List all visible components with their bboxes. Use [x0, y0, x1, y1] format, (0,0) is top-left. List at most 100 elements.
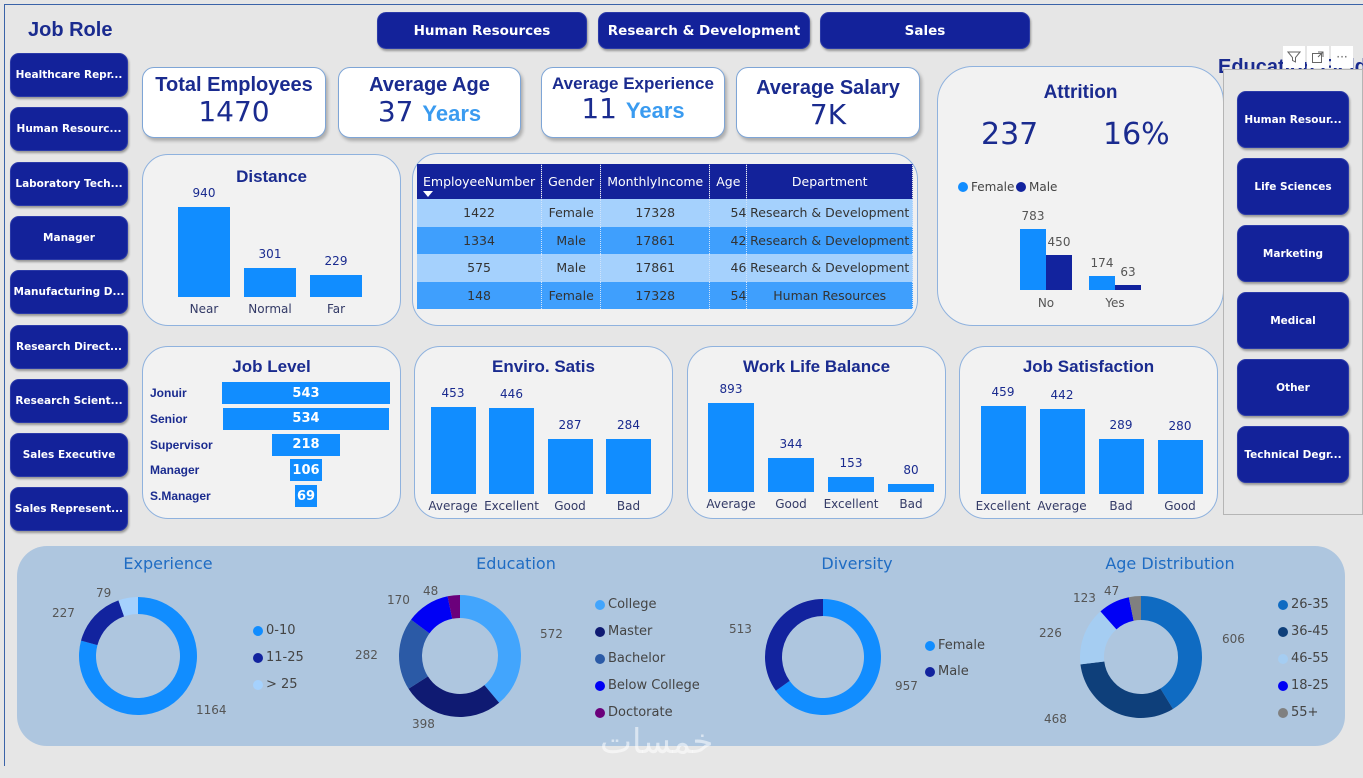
- bar-job_satisfaction[interactable]: [1157, 440, 1203, 494]
- legend-item[interactable]: 11-25: [253, 650, 304, 665]
- data-label: 284: [617, 418, 640, 433]
- education-field-button[interactable]: Marketing: [1237, 225, 1349, 282]
- bar-work_life[interactable]: [828, 476, 874, 492]
- education-field-button[interactable]: Technical Degr...: [1237, 426, 1349, 483]
- donut-slice-age_distribution[interactable]: [1100, 597, 1134, 630]
- legend-female[interactable]: Female: [958, 180, 1014, 194]
- bar-enviro_satis[interactable]: [606, 439, 651, 494]
- bar-attrition-male[interactable]: [1115, 285, 1141, 290]
- table-cell: 17328: [600, 199, 711, 227]
- bar-job_satisfaction[interactable]: [980, 406, 1026, 494]
- column-header[interactable]: Age: [709, 164, 748, 199]
- bar-job_satisfaction[interactable]: [1098, 438, 1144, 494]
- funnel-bar[interactable]: 69: [295, 485, 317, 508]
- column-header[interactable]: Department: [746, 164, 913, 199]
- donut-slice-education[interactable]: [399, 619, 430, 689]
- bar-attrition-female[interactable]: [1020, 229, 1046, 290]
- legend-item[interactable]: Bachelor: [595, 651, 665, 666]
- dept-button-research-development[interactable]: Research & Development: [598, 12, 810, 49]
- bar-work_life[interactable]: [708, 403, 754, 492]
- column-header[interactable]: MonthlyIncome: [600, 164, 711, 199]
- legend-male[interactable]: Male: [1016, 180, 1057, 194]
- legend-label: Bachelor: [608, 651, 666, 666]
- enviro-satis-title: Enviro. Satis: [492, 357, 595, 376]
- column-header-label: EmployeeNumber: [423, 174, 536, 189]
- legend-item[interactable]: College: [595, 597, 657, 612]
- donut-slice-education[interactable]: [447, 595, 460, 619]
- donut-slice-education[interactable]: [460, 595, 521, 703]
- table-row[interactable]: 575 Male 17861 46 Research & Development: [417, 254, 913, 282]
- job-role-button[interactable]: Research Direct...: [10, 324, 128, 369]
- bar-attrition-male[interactable]: [1046, 254, 1072, 290]
- legend-item[interactable]: 18-25: [1278, 678, 1329, 693]
- job-role-button[interactable]: Research Scient...: [10, 378, 128, 423]
- bar-enviro_satis[interactable]: [430, 407, 476, 494]
- education-field-button[interactable]: Other: [1237, 359, 1349, 416]
- job-role-button[interactable]: Healthcare Repr...: [10, 53, 128, 97]
- table-row[interactable]: 1334 Male 17861 42 Research & Development: [417, 226, 913, 254]
- column-header[interactable]: Gender: [541, 164, 602, 199]
- bar-job_satisfaction[interactable]: [1039, 409, 1085, 494]
- bar-distance[interactable]: [178, 207, 230, 297]
- dept-button-sales[interactable]: Sales: [820, 12, 1030, 49]
- dept-button-human-resources[interactable]: Human Resources: [377, 12, 587, 49]
- legend-item[interactable]: 0-10: [253, 623, 296, 638]
- legend-item[interactable]: 55+: [1278, 705, 1318, 720]
- table-cell: 17861: [600, 226, 711, 254]
- focus-mode-icon[interactable]: [1307, 46, 1329, 68]
- donut-slice-education[interactable]: [411, 596, 453, 634]
- filter-icon[interactable]: [1283, 46, 1305, 68]
- legend-item[interactable]: Male: [925, 664, 969, 679]
- more-options-icon[interactable]: ···: [1331, 46, 1353, 68]
- donut-slice-diversity[interactable]: [775, 599, 881, 715]
- legend-item[interactable]: Below College: [595, 678, 700, 693]
- education-field-button[interactable]: Medical: [1237, 292, 1349, 349]
- slice-label: 513: [729, 622, 752, 636]
- legend-dot: [595, 680, 605, 691]
- funnel-bar[interactable]: 106: [289, 459, 323, 482]
- job-role-button[interactable]: Laboratory Tech...: [10, 161, 128, 206]
- legend-dot: [595, 599, 605, 610]
- table-row[interactable]: 1422 Female 17328 54 Research & Development: [417, 199, 913, 227]
- kpi-unit: Years: [422, 101, 482, 126]
- legend-item[interactable]: Doctorate: [595, 705, 673, 720]
- table-row[interactable]: 148 Female 17328 54 Human Resources: [417, 281, 913, 309]
- legend-label: 18-25: [1291, 678, 1329, 693]
- funnel-bar[interactable]: 218: [272, 433, 340, 456]
- donut-slice-experience[interactable]: [81, 600, 125, 646]
- donut-slice-age_distribution[interactable]: [1141, 596, 1202, 709]
- bar-enviro_satis[interactable]: [547, 438, 593, 494]
- education-field-button[interactable]: Human Resour...: [1237, 91, 1349, 148]
- legend-item[interactable]: Female: [925, 638, 985, 653]
- job-role-button[interactable]: Manufacturing D...: [10, 270, 128, 315]
- axis-label: Good: [1164, 499, 1196, 513]
- donut-slice-age_distribution[interactable]: [1079, 611, 1117, 665]
- bar-work_life[interactable]: [768, 457, 814, 492]
- legend-item[interactable]: > 25: [253, 677, 298, 692]
- column-header[interactable]: EmployeeNumber: [417, 164, 543, 199]
- funnel-bar[interactable]: 534: [223, 407, 389, 430]
- funnel-bar[interactable]: 543: [222, 382, 390, 404]
- bar-distance[interactable]: [310, 275, 362, 297]
- job-role-button[interactable]: Manager: [10, 215, 128, 260]
- education-field-button[interactable]: Life Sciences: [1237, 158, 1349, 215]
- job-role-button[interactable]: Sales Represent...: [10, 487, 128, 532]
- donut-slice-education[interactable]: [408, 676, 500, 717]
- legend-item[interactable]: 36-45: [1278, 624, 1329, 639]
- bar-work_life[interactable]: [888, 484, 934, 492]
- legend-dot: [925, 666, 935, 677]
- legend-item[interactable]: 26-35: [1278, 597, 1329, 612]
- donut-slice-diversity[interactable]: [764, 599, 823, 691]
- bar-attrition-female[interactable]: [1089, 276, 1115, 290]
- bar-distance[interactable]: [244, 268, 296, 297]
- sort-descending-icon[interactable]: [423, 191, 433, 197]
- donut-slice-age_distribution[interactable]: [1080, 661, 1173, 718]
- donut-slice-experience[interactable]: [118, 597, 138, 617]
- bar-enviro_satis[interactable]: [489, 408, 534, 494]
- job-role-button[interactable]: Sales Executive: [10, 433, 128, 478]
- donut-slice-age_distribution[interactable]: [1128, 596, 1141, 621]
- kpi-title: Average Salary: [756, 77, 900, 99]
- legend-item[interactable]: 46-55: [1278, 651, 1329, 666]
- legend-item[interactable]: Master: [595, 624, 652, 639]
- job-role-button[interactable]: Human Resourc...: [10, 107, 128, 152]
